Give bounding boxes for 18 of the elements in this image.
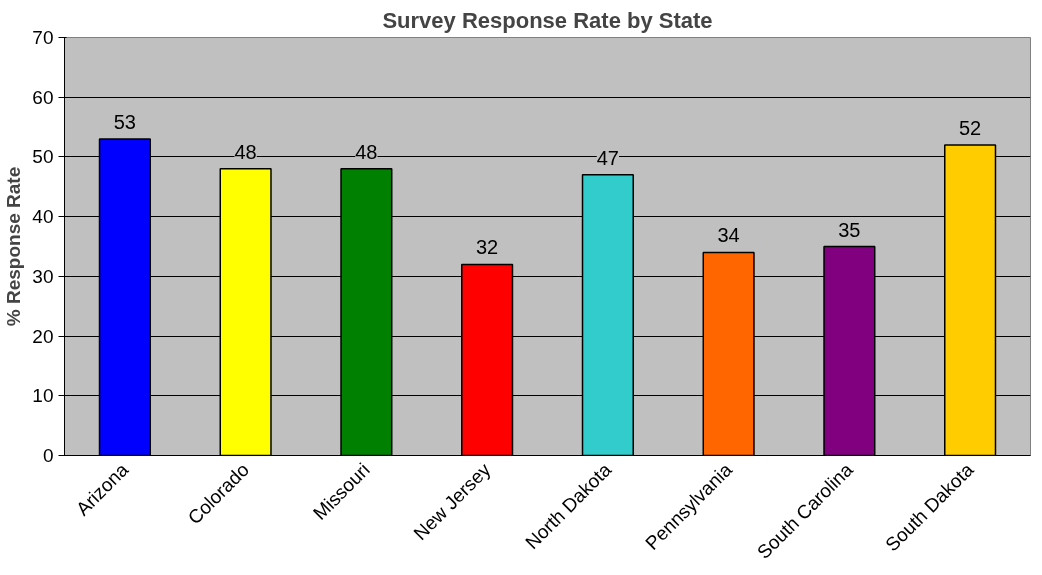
data-label: 35	[838, 218, 861, 241]
chart-title: Survey Response Rate by State	[382, 7, 713, 33]
data-label: 53	[113, 111, 136, 134]
y-tick-label: 40	[32, 206, 54, 228]
y-tick-label: 0	[42, 445, 54, 466]
y-tick-label: 70	[32, 27, 54, 48]
y-tick-label: 10	[32, 385, 54, 407]
data-label: 48	[355, 140, 378, 163]
data-label: 34	[717, 224, 740, 247]
data-label: 32	[476, 236, 499, 259]
y-axis-title: % Response Rate	[3, 166, 25, 327]
data-label: 48	[234, 140, 257, 163]
y-tick-label: 30	[32, 265, 54, 287]
data-label: 47	[596, 146, 619, 169]
data-label: 52	[959, 116, 982, 139]
y-tick-label: 60	[32, 86, 54, 108]
y-tick-label: 20	[32, 325, 54, 347]
y-tick-label: 50	[32, 146, 54, 168]
